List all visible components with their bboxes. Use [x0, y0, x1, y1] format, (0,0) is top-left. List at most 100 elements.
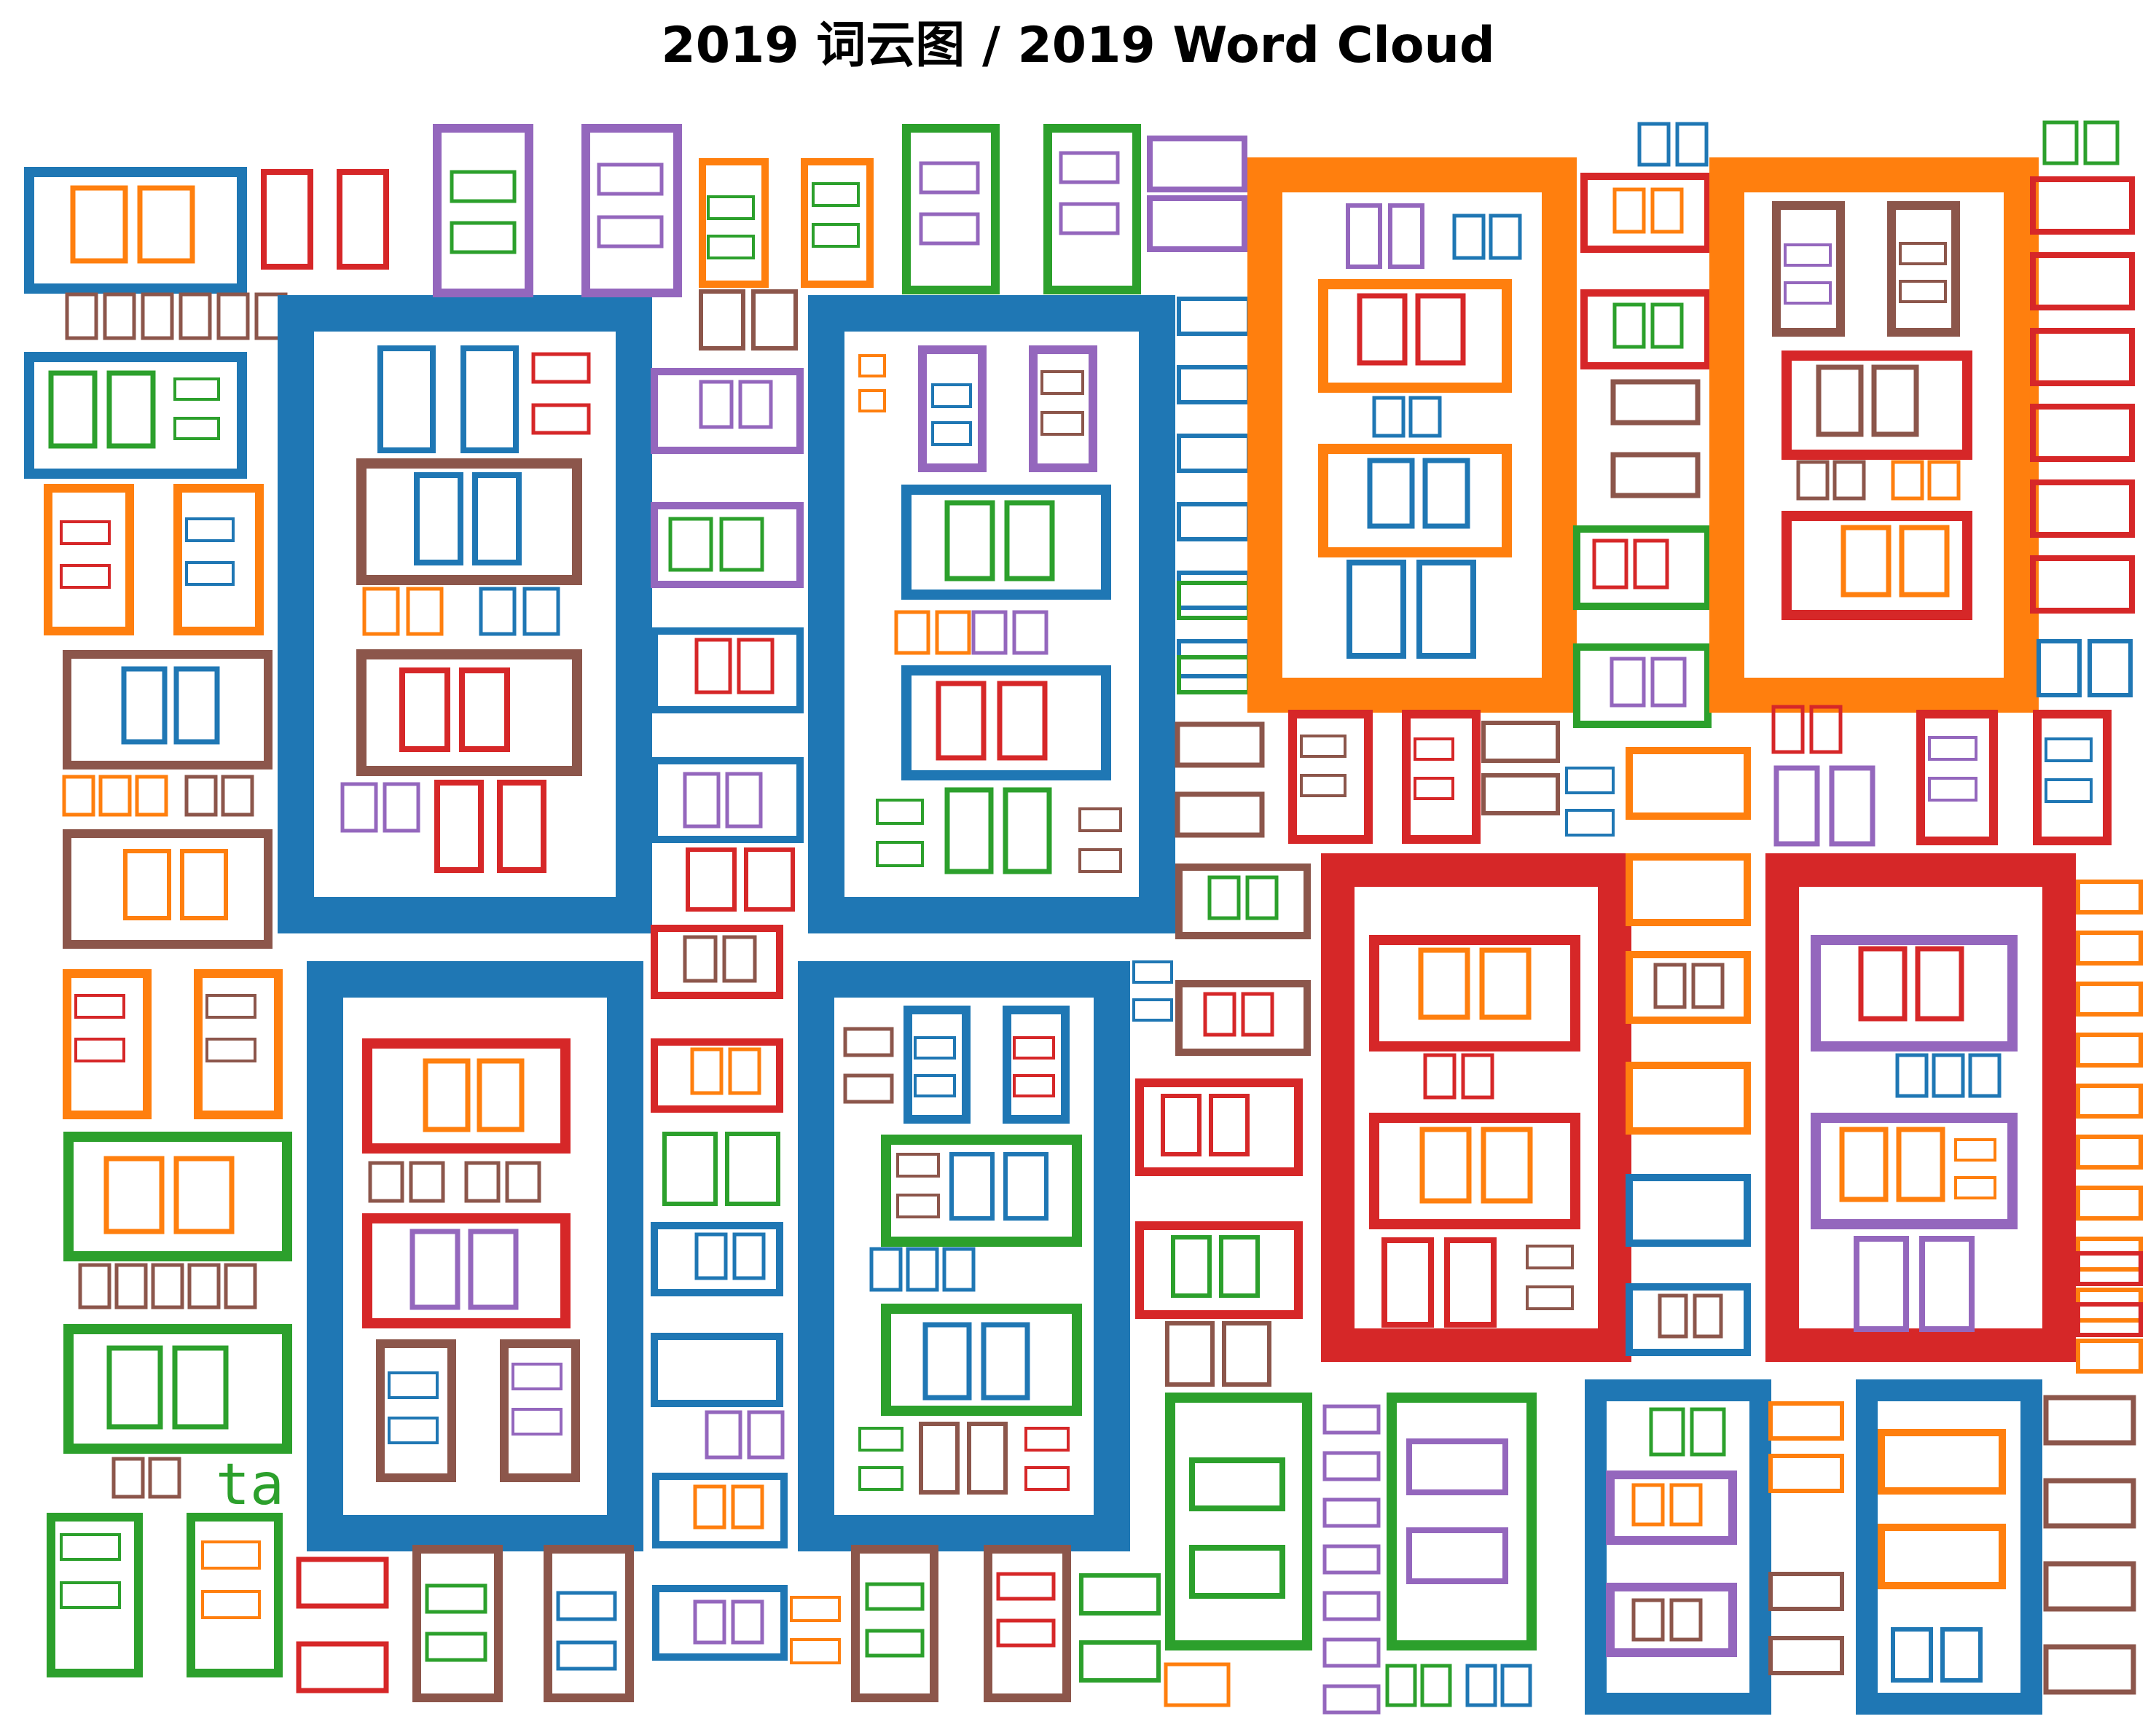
word-cloud-glyph	[1322, 1637, 1381, 1668]
word-cloud-glyph	[1612, 187, 1646, 234]
word-cloud-glyph	[1406, 1527, 1508, 1584]
word-cloud-glyph	[808, 295, 1175, 933]
word-cloud-glyph	[949, 1152, 995, 1221]
word-cloud-glyph	[2076, 1186, 2143, 1221]
word-cloud-glyph	[812, 182, 860, 207]
word-cloud-glyph	[725, 1132, 780, 1206]
word-cloud-glyph	[151, 1263, 184, 1309]
word-cloud-glyph	[843, 1027, 894, 1057]
word-cloud-glyph	[60, 1533, 121, 1561]
word-cloud-glyph	[2030, 328, 2135, 386]
word-cloud-glyph	[1526, 1245, 1574, 1269]
word-cloud-glyph	[60, 520, 111, 545]
word-cloud-glyph	[185, 561, 235, 586]
word-cloud-glyph	[1300, 774, 1346, 797]
word-cloud-glyph	[1841, 525, 1892, 598]
word-cloud-glyph	[1932, 1053, 1965, 1098]
word-cloud-glyph	[1078, 848, 1122, 873]
word-cloud-glyph	[1175, 980, 1311, 1056]
word-cloud-glyph	[296, 1641, 389, 1693]
word-cloud-glyph	[1606, 1471, 1737, 1545]
word-cloud-glyph	[1650, 657, 1687, 708]
word-cloud-glyph	[409, 1161, 445, 1203]
word-cloud-glyph	[901, 665, 1111, 780]
word-cloud-glyph	[1658, 1293, 1688, 1339]
word-cloud-glyph	[511, 1363, 562, 1390]
word-cloud-glyph	[377, 345, 436, 453]
word-cloud-glyph	[651, 627, 804, 713]
word-cloud-glyph	[24, 352, 247, 479]
word-cloud-glyph	[719, 517, 764, 572]
word-cloud-glyph	[919, 1422, 960, 1495]
word-cloud-word: ta	[216, 1452, 284, 1518]
word-cloud-glyph	[2030, 479, 2135, 538]
word-cloud-glyph	[135, 775, 168, 817]
word-cloud-glyph	[522, 587, 560, 636]
word-cloud-glyph	[876, 799, 924, 825]
word-cloud-glyph	[1919, 1236, 1975, 1332]
word-cloud-glyph	[362, 587, 400, 636]
word-cloud-glyph	[858, 389, 886, 412]
word-cloud-glyph	[505, 1161, 541, 1203]
word-cloud-glyph	[464, 1161, 501, 1203]
word-cloud-glyph	[1003, 1006, 1070, 1124]
word-cloud-glyph	[1372, 396, 1406, 438]
word-cloud-glyph	[2083, 120, 2120, 165]
word-cloud-glyph	[1203, 992, 1236, 1037]
word-cloud-glyph	[981, 1322, 1030, 1401]
word-cloud-glyph	[556, 1640, 617, 1671]
word-cloud-glyph	[851, 1545, 938, 1702]
word-cloud-glyph	[1387, 1393, 1537, 1650]
word-cloud-glyph	[686, 847, 737, 912]
word-cloud-glyph	[936, 681, 987, 761]
word-cloud-glyph	[388, 1371, 439, 1399]
word-cloud-glyph	[996, 1572, 1056, 1601]
word-cloud-glyph	[24, 167, 247, 294]
word-cloud-glyph	[1444, 1237, 1497, 1328]
word-cloud-glyph	[931, 421, 972, 446]
word-cloud-glyph	[876, 841, 924, 867]
word-cloud-glyph	[1610, 379, 1701, 426]
word-cloud-glyph	[1631, 1598, 1665, 1642]
word-cloud-glyph	[694, 1232, 728, 1280]
word-cloud-glyph	[843, 1073, 894, 1104]
word-cloud-glyph	[423, 1058, 471, 1132]
word-cloud-glyph	[1165, 1321, 1215, 1387]
word-cloud-glyph	[1367, 458, 1415, 529]
word-cloud-glyph	[111, 1457, 145, 1499]
word-cloud-glyph	[1690, 1407, 1726, 1457]
word-cloud-glyph	[1479, 947, 1532, 1020]
word-cloud-glyph	[651, 1222, 783, 1296]
word-cloud-glyph	[1637, 122, 1671, 167]
word-cloud-glyph	[1915, 946, 1964, 1022]
word-cloud-glyph	[1650, 187, 1684, 234]
word-cloud-glyph	[790, 1638, 841, 1664]
word-cloud-glyph	[141, 292, 174, 340]
word-cloud-glyph	[1388, 203, 1424, 269]
word-cloud-glyph	[1175, 864, 1311, 939]
word-cloud-glyph	[1839, 1127, 1889, 1202]
word-cloud-glyph	[967, 1422, 1008, 1495]
word-cloud-glyph	[1418, 947, 1470, 1020]
word-cloud-glyph	[699, 158, 769, 288]
word-cloud-glyph	[652, 1473, 788, 1548]
word-cloud-glyph	[1691, 963, 1725, 1009]
word-cloud-glyph	[184, 775, 218, 817]
word-cloud-glyph	[459, 667, 510, 752]
word-cloud-glyph	[2076, 931, 2143, 966]
word-cloud-glyph	[2088, 639, 2133, 697]
word-cloud-glyph	[1059, 151, 1120, 184]
word-cloud-glyph	[201, 1540, 261, 1570]
word-cloud-glyph	[1369, 1113, 1580, 1229]
word-cloud-glyph	[919, 161, 980, 195]
word-cloud-glyph	[500, 1339, 580, 1482]
word-cloud-glyph	[1580, 173, 1712, 253]
word-cloud-glyph	[2076, 1084, 2143, 1119]
word-cloud-glyph	[60, 1581, 121, 1609]
word-cloud-glyph	[450, 221, 517, 254]
word-cloud-glyph	[597, 162, 664, 196]
word-cloud-glyph	[1565, 809, 1615, 837]
word-cloud-glyph	[1012, 610, 1048, 655]
word-cloud-glyph	[1416, 560, 1476, 659]
word-cloud-glyph	[1189, 1545, 1285, 1599]
